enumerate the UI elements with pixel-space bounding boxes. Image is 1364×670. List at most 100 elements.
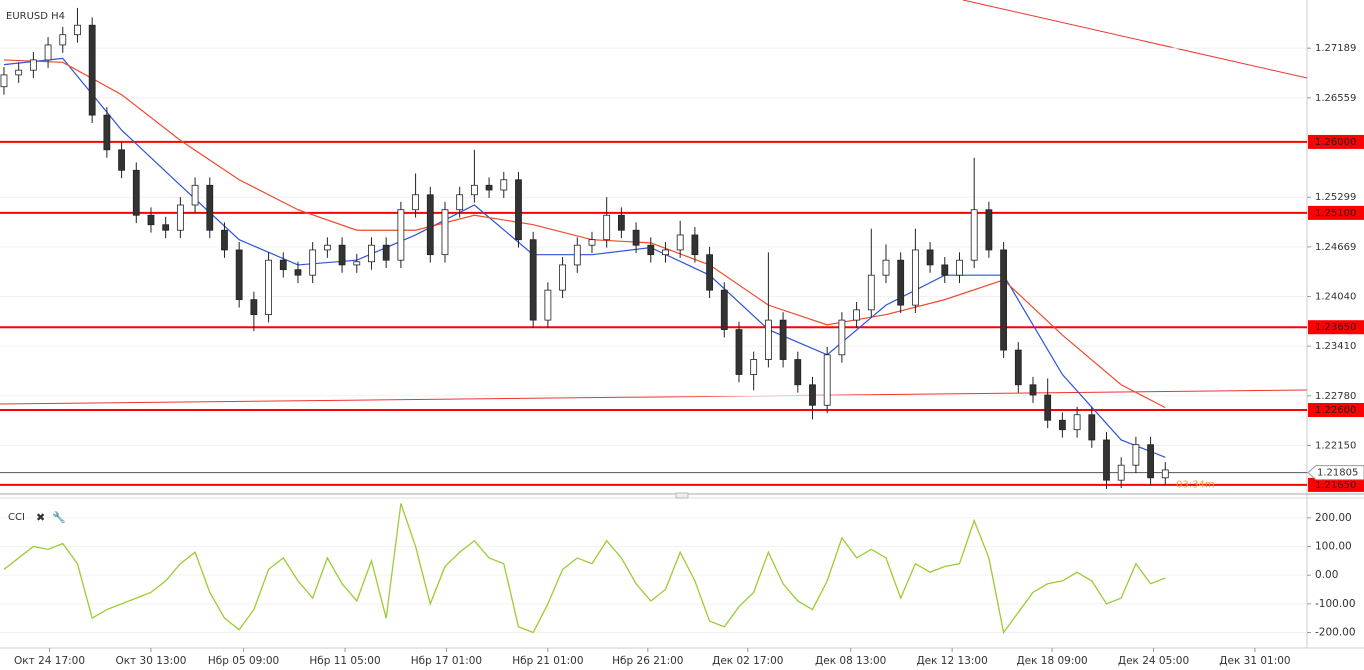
candle-body [309, 249, 317, 276]
y-tick-label: 1.27189 [1315, 43, 1356, 54]
candle-body [632, 229, 640, 246]
level-label-box [1308, 205, 1364, 220]
x-tick-label: Дек 12 13:00 [916, 655, 987, 667]
x-tick-label: Окт 24 17:00 [14, 655, 85, 667]
candle-body [779, 319, 787, 360]
x-tick-label: Дек 02 17:00 [712, 655, 783, 667]
candle-body [544, 289, 552, 321]
candle-body [206, 184, 214, 231]
candle-body [265, 259, 272, 315]
candle-body [221, 229, 228, 251]
plot-layer: 1.27189 1.26559 1.25299 1.24669 1.24040 1.234… [0, 7, 1364, 667]
candle-body [1014, 349, 1022, 386]
candle-body [794, 359, 802, 386]
candle-body [470, 184, 478, 196]
candle-body [74, 24, 81, 36]
level-label-box [1308, 320, 1364, 335]
close-icon[interactable]: ✖ [36, 511, 45, 524]
candle-body [911, 249, 919, 306]
candle-body [559, 264, 566, 291]
candle-body [397, 209, 405, 261]
level-label: 1.25100 [1315, 208, 1356, 219]
candle-body [1000, 249, 1007, 351]
y-tick-label: -200.00 [1315, 627, 1356, 639]
candle-body [147, 214, 155, 226]
candle-body [323, 244, 331, 251]
title-box [2, 8, 72, 23]
candle-body [853, 309, 860, 321]
x-tick-label: Нбр 17 01:00 [411, 655, 482, 667]
x-tick-label: Нбр 05 09:00 [208, 655, 279, 667]
candle-body [441, 209, 449, 256]
candle-body [941, 264, 949, 276]
y-tick-label: 200.00 [1315, 512, 1352, 524]
level-label: 1.26000 [1315, 137, 1356, 148]
candle-body [0, 74, 8, 88]
level-label: 1.21650 [1315, 480, 1356, 491]
candle-body [750, 359, 758, 375]
x-tick-label: Нбр 21 01:00 [512, 655, 583, 667]
x-tick-label: Окт 30 13:00 [115, 655, 186, 667]
candle-body [191, 184, 199, 206]
candle-body [1161, 469, 1169, 479]
indicator-title: CCI [8, 512, 25, 523]
trend-line [0, 389, 1308, 405]
level-label-box [1308, 403, 1364, 417]
candle-body [103, 114, 111, 151]
moving-average [3, 57, 1166, 458]
candle-body [1132, 444, 1140, 466]
candle-body [15, 69, 23, 76]
x-tick-label: Дек 31 01:00 [1219, 655, 1290, 667]
candle-body [176, 204, 184, 231]
candle-body [809, 384, 816, 406]
candle-body [529, 239, 537, 321]
candle-body [1073, 414, 1081, 431]
candle-body [44, 44, 52, 61]
candle-body [897, 259, 905, 306]
level-label: 1.23650 [1315, 322, 1356, 333]
y-tick-label: 1.24669 [1315, 242, 1356, 253]
x-tick-label: Нбр 11 05:00 [309, 655, 380, 667]
candle-body [706, 254, 713, 291]
y-tick-label: 0.00 [1315, 569, 1338, 581]
y-tick-label: 1.23410 [1315, 341, 1356, 352]
candle-body [676, 234, 684, 251]
level-label: 1.22600 [1315, 405, 1356, 416]
current-price-label: 1.21805 [1317, 468, 1358, 479]
candle-body [29, 59, 37, 71]
candle-body [735, 329, 743, 375]
candle-body [588, 239, 596, 246]
candle-body [691, 234, 699, 256]
level-label-box [1308, 477, 1364, 492]
candle-body [132, 169, 140, 216]
y-tick-label: -100.00 [1315, 598, 1356, 610]
candle-body [1147, 444, 1154, 479]
candle-body [426, 194, 434, 256]
level-label-box [1308, 134, 1364, 149]
x-tick-label: Дек 08 13:00 [815, 655, 886, 667]
candle-body [573, 244, 581, 266]
candle-body [485, 184, 493, 191]
y-tick-label: 1.22150 [1315, 440, 1356, 451]
candle-timer: 03:34m [1176, 480, 1215, 491]
candle-body [88, 24, 96, 116]
candle-body [279, 259, 287, 271]
candle-body [823, 354, 831, 406]
candle-body [720, 289, 728, 330]
x-tick-label: Нбр 26 21:00 [612, 655, 683, 667]
candle-body [1029, 384, 1037, 396]
y-tick-label: 100.00 [1315, 540, 1352, 552]
candle-body [956, 259, 963, 276]
y-tick-label: 1.25299 [1315, 192, 1356, 203]
candle-body [985, 209, 993, 251]
settings-icon[interactable]: 🔧 [52, 510, 66, 524]
candle-body [368, 244, 375, 263]
candle-body [118, 149, 125, 171]
candle-body [59, 34, 67, 46]
pane-resize-handle[interactable] [675, 492, 689, 499]
current-price-box [1307, 465, 1364, 481]
candle-body [867, 274, 875, 311]
candle-body [162, 224, 170, 231]
